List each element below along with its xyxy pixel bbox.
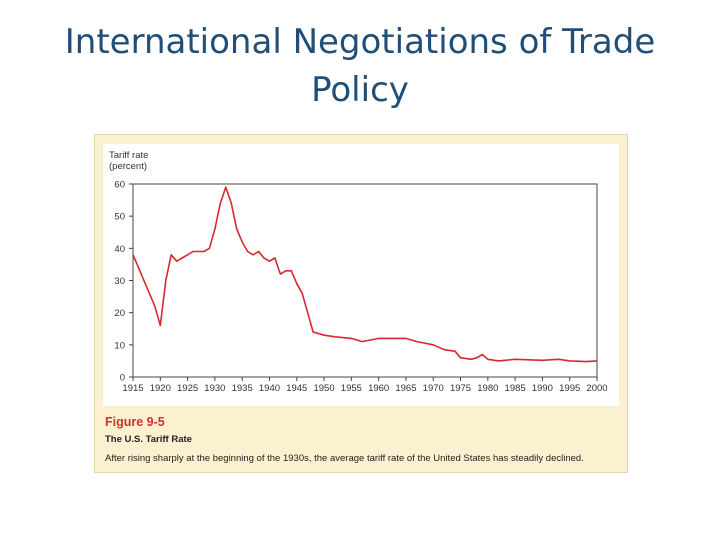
y-tick-label: 50: [114, 212, 125, 223]
x-tick-label: 1940: [259, 383, 280, 394]
figure-panel: Tariff rate (percent) 0 10 20 30 40 50 60 1915 1…: [94, 134, 628, 473]
slide-title-line-2: Policy: [311, 70, 409, 110]
y-tick-label: 10: [114, 340, 125, 351]
figure-name: The U.S. Tariff Rate: [105, 434, 192, 445]
y-tick-label: 60: [114, 180, 125, 191]
y-tick-label: 30: [114, 276, 125, 287]
x-tick-label: 1915: [122, 383, 143, 394]
x-tick-label: 1990: [532, 383, 553, 394]
y-axis-title: Tariff rate (percent): [109, 150, 148, 172]
x-tick-label: 1925: [177, 383, 198, 394]
y-tick-label: 0: [120, 373, 125, 384]
x-tick-label: 1930: [204, 383, 225, 394]
figure-description: After rising sharply at the beginning of…: [105, 453, 584, 464]
x-tick-label: 2000: [586, 383, 607, 394]
x-tick-label: 1920: [150, 383, 171, 394]
figure-number: Figure 9-5: [105, 415, 165, 429]
x-tick-label: 1935: [232, 383, 253, 394]
x-tick-label: 1995: [559, 383, 580, 394]
y-tick-label: 40: [114, 244, 125, 255]
x-tick-label: 1965: [395, 383, 416, 394]
x-tick-label: 1975: [450, 383, 471, 394]
series-line-tariff-rate: [132, 186, 598, 363]
slide-title: International Negotiations of Trade Poli…: [0, 18, 720, 114]
x-tick-label: 1945: [286, 383, 307, 394]
chart-area: Tariff rate (percent) 0 10 20 30 40 50 60 1915 1…: [103, 144, 619, 406]
x-tick-label: 1970: [423, 383, 444, 394]
y-axis-title-line-2: (percent): [109, 161, 148, 172]
x-tick-label: 1950: [313, 383, 334, 394]
slide-title-line-1: International Negotiations of Trade: [64, 22, 656, 62]
y-axis-title-line-1: Tariff rate: [109, 150, 149, 161]
x-tick-label: 1980: [477, 383, 498, 394]
x-tick-label: 1985: [505, 383, 526, 394]
plot-frame: [132, 183, 598, 378]
tariff-line-chart: 0 10 20 30 40 50 60 1915 1920 1925 1930 1935 1940 194…: [114, 180, 607, 395]
y-tick-label: 20: [114, 308, 125, 319]
x-tick-label: 1960: [368, 383, 389, 394]
x-tick-label: 1955: [341, 383, 362, 394]
